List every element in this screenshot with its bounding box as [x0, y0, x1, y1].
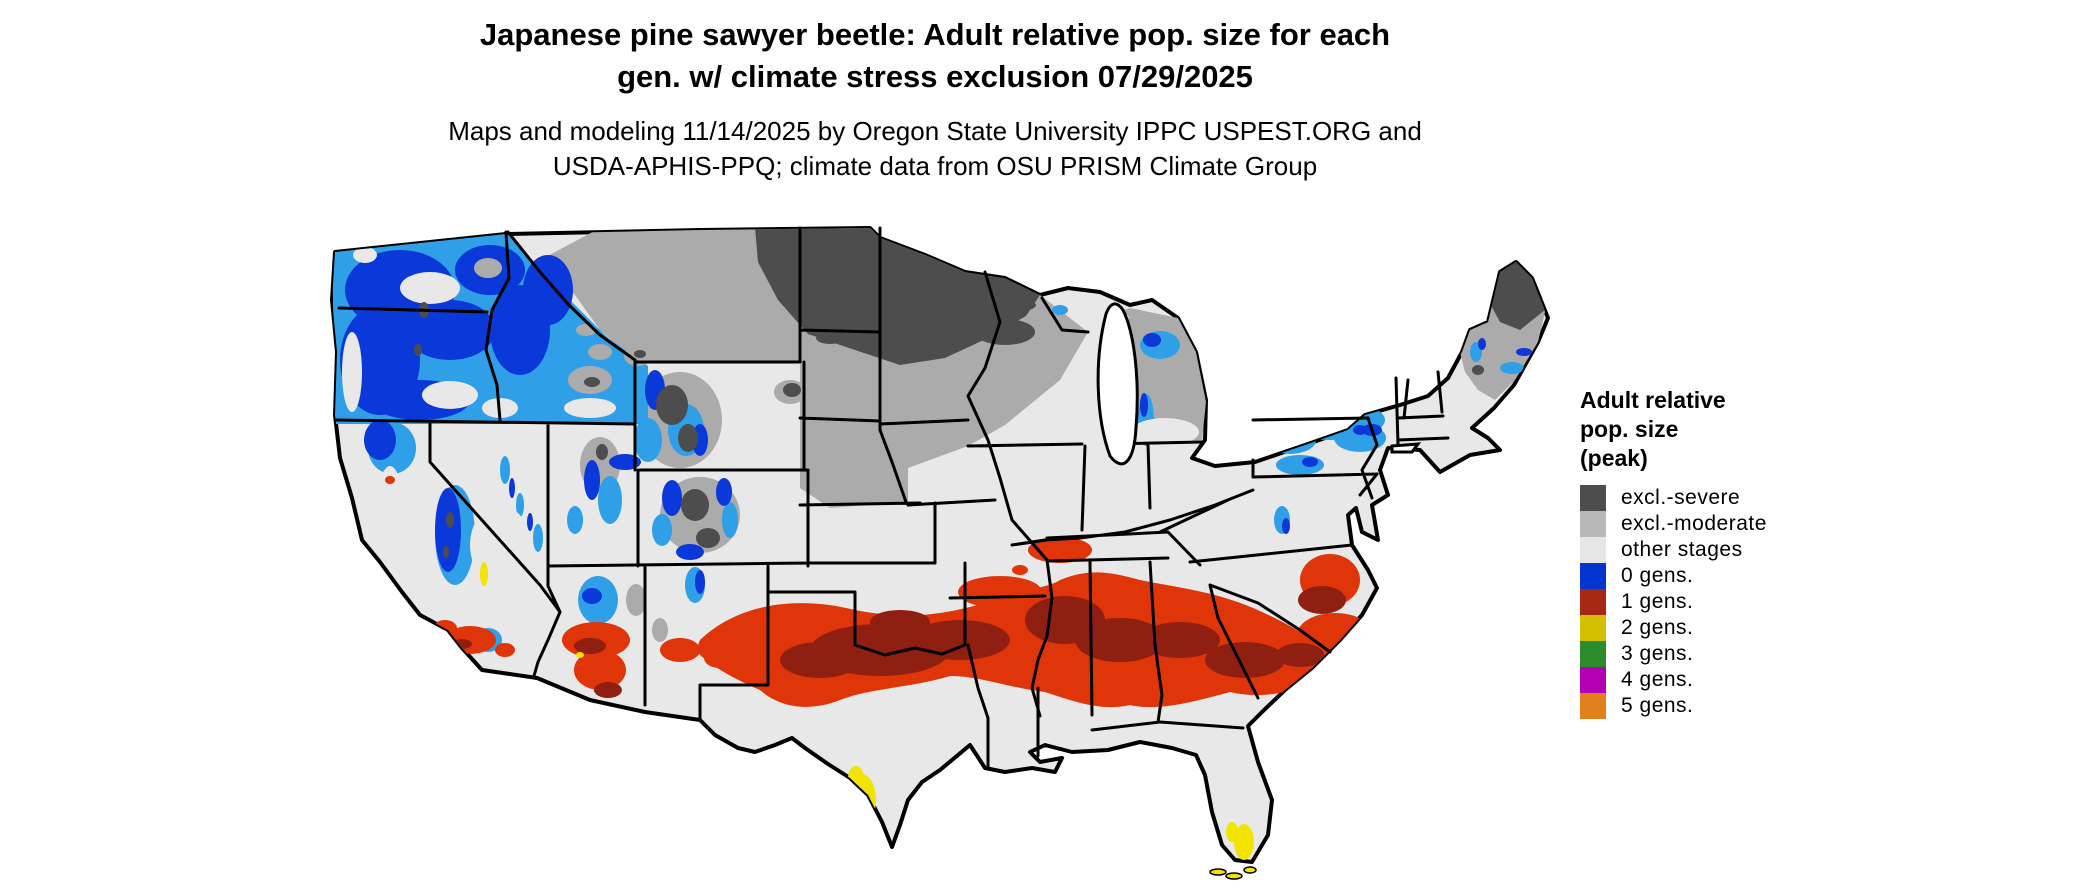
legend-swatch	[1580, 615, 1606, 641]
legend-label: excl.-severe	[1621, 486, 1741, 509]
region-other-stages-patches	[342, 247, 1199, 585]
legend-label: excl.-moderate	[1621, 512, 1767, 535]
legend-label: 2 gens.	[1621, 616, 1694, 639]
florida-keys	[1209, 866, 1257, 880]
legend-swatch	[1580, 537, 1606, 563]
long-island	[1390, 442, 1422, 454]
map-legend: Adult relative pop. size (peak) excl.-se…	[1580, 386, 1880, 719]
legend-swatch	[1580, 563, 1606, 589]
region-1-gens-dark	[452, 586, 1346, 698]
legend-label: 5 gens.	[1621, 694, 1694, 717]
subtitle-line-1: Maps and modeling 11/14/2025 by Oregon S…	[448, 116, 1422, 146]
legend-item-0-gens: 0 gens.	[1580, 563, 1880, 589]
legend-swatch	[1580, 511, 1606, 537]
legend-swatch	[1580, 589, 1606, 615]
subtitle-line-2: USDA-APHIS-PPQ; climate data from OSU PR…	[552, 151, 1318, 181]
page-subtitle: Maps and modeling 11/14/2025 by Oregon S…	[0, 114, 1870, 184]
legend-items: excl.-severe excl.-moderate other stages…	[1580, 485, 1880, 719]
title-line-1: Japanese pine sawyer beetle: Adult relat…	[479, 17, 1391, 52]
legend-item-excl-severe: excl.-severe	[1580, 485, 1880, 511]
legend-swatch	[1580, 693, 1606, 719]
page-title: Japanese pine sawyer beetle: Adult relat…	[0, 14, 1870, 98]
legend-swatch	[1580, 667, 1606, 693]
legend-item-2-gens: 2 gens.	[1580, 615, 1880, 641]
legend-item-3-gens: 3 gens.	[1580, 641, 1880, 667]
state-borders	[333, 226, 1450, 768]
legend-item-5-gens: 5 gens.	[1580, 693, 1880, 719]
map-header: Japanese pine sawyer beetle: Adult relat…	[0, 14, 1870, 184]
legend-title-line-1: Adult relative	[1580, 387, 1726, 413]
legend-label: 4 gens.	[1621, 668, 1694, 691]
legend-label: 0 gens.	[1621, 564, 1694, 587]
legend-item-other-stages: other stages	[1580, 537, 1880, 563]
legend-label: 1 gens.	[1621, 590, 1694, 613]
legend-item-4-gens: 4 gens.	[1580, 667, 1880, 693]
legend-title-line-3: (peak)	[1580, 445, 1648, 471]
legend-swatch	[1580, 485, 1606, 511]
legend-item-1-gens: 1 gens.	[1580, 589, 1880, 615]
legend-label: other stages	[1621, 538, 1743, 561]
lake-michigan	[1096, 302, 1139, 466]
title-line-2: gen. w/ climate stress exclusion 07/29/2…	[617, 59, 1253, 94]
legend-title: Adult relative pop. size (peak)	[1580, 386, 1880, 473]
legend-swatch	[1580, 641, 1606, 667]
legend-label: 3 gens.	[1621, 642, 1694, 665]
legend-title-line-2: pop. size	[1580, 416, 1679, 442]
legend-item-excl-moderate: excl.-moderate	[1580, 511, 1880, 537]
